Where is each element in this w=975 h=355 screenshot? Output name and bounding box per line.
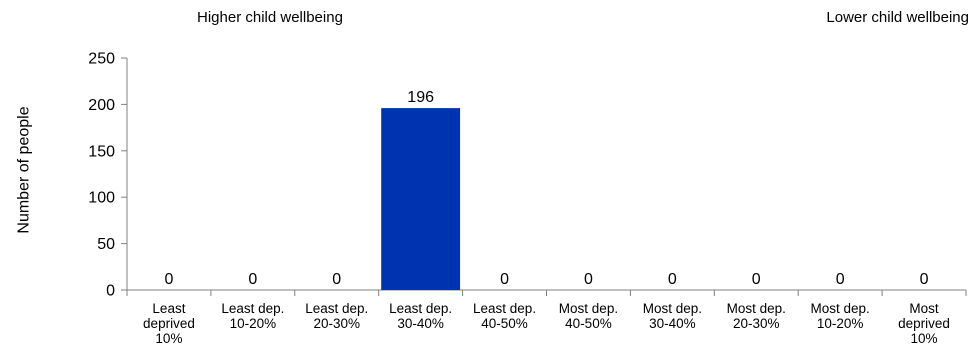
x-tick-label: Least dep. 10-20%	[221, 301, 284, 331]
lower-wellbeing-annotation: Lower child wellbeing	[826, 9, 969, 26]
data-label: 0	[248, 271, 257, 288]
x-tick-label: Most dep. 10-20%	[811, 301, 870, 331]
data-label: 0	[920, 271, 929, 288]
data-label: 0	[500, 271, 509, 288]
x-tick-label: Most dep. 30-40%	[643, 301, 702, 331]
data-label: 0	[332, 271, 341, 288]
y-tick-label: 150	[88, 143, 115, 160]
data-label: 0	[668, 271, 677, 288]
y-tick-label: 250	[88, 51, 115, 68]
data-label: 196	[407, 89, 434, 106]
x-tick-label: Most dep. 20-30%	[727, 301, 786, 331]
data-label: 0	[752, 271, 761, 288]
x-tick-label: Least dep. 30-40%	[389, 301, 452, 331]
bar	[381, 108, 461, 290]
y-tick-label: 200	[88, 97, 115, 114]
x-tick-label: Least deprived 10%	[143, 301, 195, 346]
x-tick-label: Most deprived 10%	[898, 301, 950, 346]
data-label: 0	[164, 271, 173, 288]
higher-wellbeing-annotation: Higher child wellbeing	[197, 9, 343, 26]
x-tick-label: Least dep. 20-30%	[305, 301, 368, 331]
y-tick-label: 100	[88, 190, 115, 207]
y-tick-label: 50	[97, 236, 115, 253]
data-label: 0	[836, 271, 845, 288]
x-tick-label: Least dep. 40-50%	[473, 301, 536, 331]
x-tick-label: Most dep. 40-50%	[559, 301, 618, 331]
y-tick-label: 0	[106, 283, 115, 300]
data-label: 0	[584, 271, 593, 288]
